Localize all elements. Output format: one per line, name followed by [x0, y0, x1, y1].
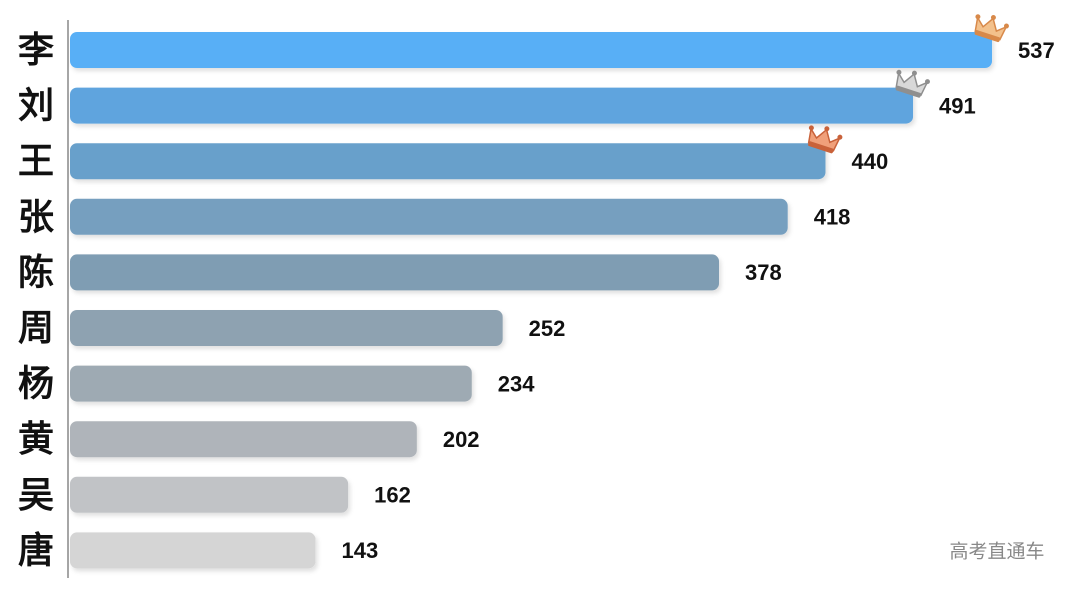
crown-shape — [895, 71, 929, 97]
value-label: 378 — [745, 260, 782, 285]
crown-icon — [807, 125, 843, 154]
watermark: 高考直通车 — [949, 541, 1044, 563]
category-label: 唐 — [18, 529, 54, 571]
crown-icon — [895, 69, 930, 98]
category-label: 张 — [18, 197, 54, 238]
bar — [70, 87, 914, 124]
crown-jewel — [975, 14, 981, 20]
value-label: 252 — [529, 316, 566, 341]
bar — [70, 143, 826, 180]
category-label: 陈 — [18, 252, 54, 293]
value-label: 440 — [851, 149, 888, 174]
category-label: 吴 — [18, 475, 54, 516]
crown-jewel — [824, 126, 830, 132]
crown-jewel — [990, 15, 996, 21]
crown-jewel — [837, 134, 843, 140]
bar — [70, 532, 316, 569]
crown-shape — [807, 126, 842, 152]
value-label: 143 — [342, 538, 379, 563]
crown-icon — [974, 14, 1009, 43]
value-label: 162 — [374, 483, 411, 508]
category-label: 黄 — [18, 419, 54, 460]
crown-jewel — [924, 79, 930, 85]
category-label: 周 — [18, 308, 54, 349]
crown-jewel — [911, 70, 917, 76]
crown-band — [808, 141, 834, 154]
bar — [70, 254, 720, 291]
value-label: 234 — [498, 371, 535, 396]
crown-band — [974, 30, 1001, 43]
bar — [70, 421, 417, 458]
bar — [70, 476, 349, 513]
crown-jewel — [808, 125, 814, 131]
category-label: 王 — [18, 141, 54, 182]
value-label: 418 — [814, 205, 851, 230]
category-label: 刘 — [18, 86, 54, 127]
crown-band — [895, 85, 922, 98]
category-label: 李 — [18, 30, 54, 71]
value-label: 491 — [939, 93, 976, 118]
bar — [70, 310, 503, 346]
crown-jewel — [1003, 23, 1009, 29]
bar — [70, 365, 472, 402]
category-label: 杨 — [18, 364, 54, 405]
bar — [70, 32, 993, 68]
crown-shape — [974, 15, 1008, 41]
value-label: 202 — [443, 427, 480, 452]
crown-jewel — [896, 69, 902, 75]
value-label: 537 — [1018, 38, 1055, 63]
bar — [70, 198, 788, 235]
